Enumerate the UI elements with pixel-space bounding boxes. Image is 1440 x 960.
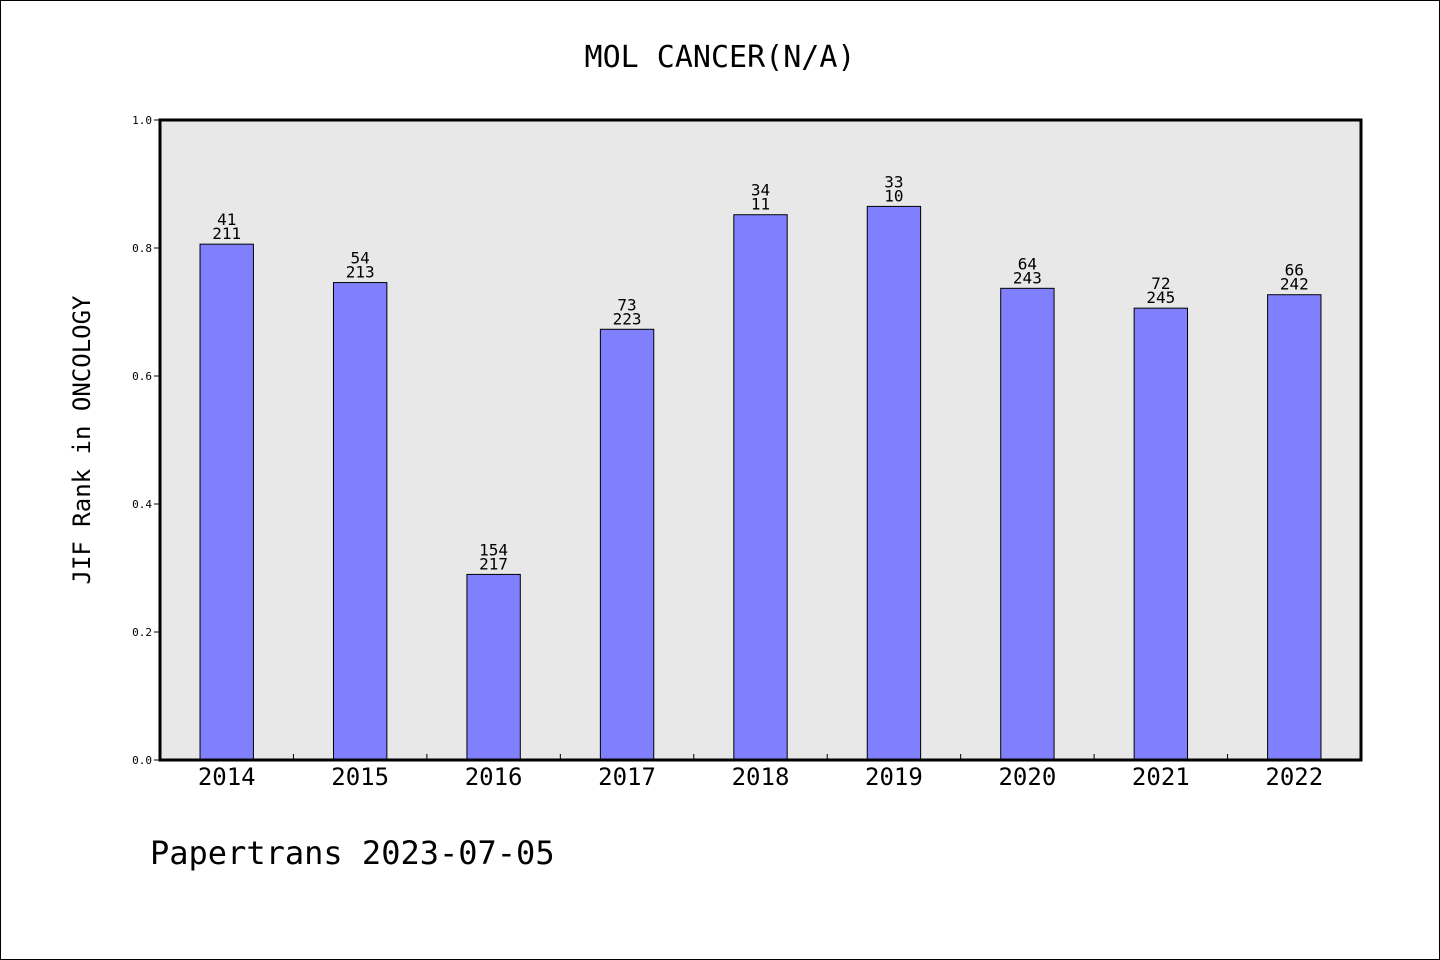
x-tick-label: 2015 <box>331 763 389 791</box>
bar <box>1133 307 1189 761</box>
y-axis-label: JIF Rank in ONCOLOGY <box>68 295 96 585</box>
bar <box>599 328 655 761</box>
x-tick-label: 2016 <box>465 763 523 791</box>
bar <box>733 214 788 761</box>
x-tick-label: 2019 <box>865 763 923 791</box>
bar-total-label: 217 <box>479 554 508 573</box>
bar-total-label: 211 <box>212 224 241 243</box>
bar-total-label: 223 <box>613 309 642 328</box>
bar <box>332 282 388 761</box>
y-tick-label: 0.4 <box>132 498 152 511</box>
y-tick-label: 0.0 <box>132 754 152 767</box>
x-tick-label: 2020 <box>998 763 1056 791</box>
bar <box>466 573 521 761</box>
bar-rank-label: 34 <box>751 181 770 200</box>
bar-total-label: 10 <box>884 186 903 205</box>
bar-rank-label: 154 <box>479 540 508 559</box>
bar-total-label: 11 <box>751 195 770 214</box>
y-axis: 0.0 0.2 0.4 0.6 0.8 1.0 <box>132 114 160 767</box>
footer-credit: Papertrans 2023-07-05 <box>150 834 555 872</box>
x-tick-label: 2014 <box>198 763 256 791</box>
bar-total-label: 245 <box>1146 288 1175 307</box>
bar <box>1267 294 1322 761</box>
y-tick-label: 0.6 <box>132 370 152 383</box>
bar-total-label: 243 <box>1013 268 1042 287</box>
bar-rank-label: 72 <box>1151 274 1170 293</box>
bar-total-label: 213 <box>346 263 375 282</box>
bar <box>199 243 254 761</box>
x-tick-label: 2022 <box>1265 763 1323 791</box>
y-tick-label: 1.0 <box>132 114 152 127</box>
y-tick-label: 0.2 <box>132 626 152 639</box>
x-axis: 2014 2015 2016 2017 2018 2019 2020 2021 2022 <box>198 754 1323 791</box>
bar-rank-label: 41 <box>217 210 236 229</box>
bar-total-label: 242 <box>1280 275 1309 294</box>
bar <box>866 205 922 761</box>
x-tick-label: 2018 <box>732 763 790 791</box>
x-tick-label: 2021 <box>1132 763 1190 791</box>
bar-rank-label: 54 <box>351 249 370 268</box>
bar-rank-label: 64 <box>1018 254 1037 273</box>
bar-rank-label: 73 <box>617 295 636 314</box>
chart-title: MOL CANCER(N/A) <box>585 40 856 75</box>
bar <box>1000 287 1055 761</box>
y-tick-label: 0.8 <box>132 242 152 255</box>
x-tick-label: 2017 <box>598 763 656 791</box>
bar-rank-label: 66 <box>1285 261 1304 280</box>
bars-layer <box>199 205 1322 761</box>
plot-border <box>158 118 1363 762</box>
bar-rank-label: 33 <box>884 172 903 191</box>
